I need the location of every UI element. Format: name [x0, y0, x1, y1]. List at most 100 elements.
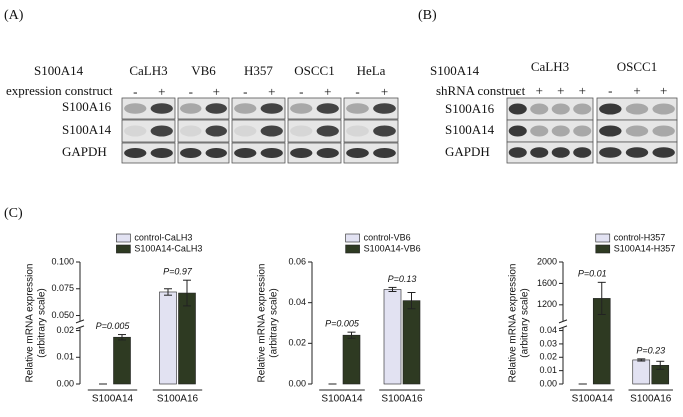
bar [113, 336, 131, 385]
y-axis-label: Relative mRNA expression [508, 264, 519, 383]
blot-band [205, 125, 227, 137]
blot-strip [506, 141, 594, 164]
y-tick-label: 1200 [537, 299, 557, 309]
row-header: shRNA construct [436, 83, 526, 98]
lane-label: - [608, 83, 612, 98]
blot-band [652, 103, 675, 115]
blot-band [260, 125, 283, 137]
blot-band [573, 103, 592, 115]
blot-band [346, 103, 369, 114]
blot-band [234, 103, 257, 114]
axis-break [75, 319, 85, 324]
blot-band [346, 125, 369, 137]
blot-row-label: S100A16 [62, 99, 112, 114]
bar [159, 291, 177, 385]
blot-band [124, 103, 147, 114]
x-tick-label: S100A14 [321, 394, 363, 405]
axis-break [558, 319, 568, 324]
bar [178, 292, 196, 385]
y-axis-label: (arbitrary scale) [269, 288, 280, 357]
blot-band [150, 148, 173, 158]
blot-band [530, 125, 549, 137]
error-bar [656, 360, 665, 370]
legend-swatch [345, 244, 360, 254]
x-tick-label: S100A16 [157, 394, 199, 405]
y-tick-label: 0.04 [539, 325, 557, 335]
blot-band [316, 103, 339, 114]
y-tick-label: 0.00 [288, 378, 306, 388]
y-tick-label: 0.00 [539, 378, 557, 388]
y-axis-label: (arbitrary scale) [37, 288, 48, 357]
blot-band [508, 147, 527, 158]
x-tick-label: S100A16 [630, 394, 672, 405]
y-tick-label: 0.02 [56, 325, 74, 335]
legend-label: S100A14-H357 [614, 243, 676, 253]
x-tick-label: S100A16 [381, 394, 423, 405]
p-value: P=0.005 [325, 319, 360, 329]
legend-swatch [595, 233, 611, 243]
legend-swatch [595, 244, 611, 254]
panel-label: (C) [4, 206, 23, 221]
cell-line: CaLH3 [129, 63, 167, 78]
blot-band [625, 125, 649, 137]
legend-label: control-VB6 [364, 232, 411, 242]
blot-band [260, 148, 283, 158]
legend-swatch [116, 244, 131, 254]
x-tick-label: S100A14 [92, 394, 134, 405]
error-bar [183, 279, 191, 307]
axis-break [75, 325, 85, 330]
y-axis-label: Relative mRNA expression [25, 264, 36, 383]
y-tick-label: 0.100 [51, 256, 74, 266]
lane-label: - [355, 84, 359, 99]
blot-band [652, 125, 675, 137]
y-tick-label: 0.00 [56, 378, 74, 388]
cell-line: OSCC1 [617, 59, 657, 74]
error-bar [597, 281, 606, 315]
blot-band [530, 147, 549, 158]
bar [632, 359, 651, 385]
blot-band [652, 147, 675, 158]
blot-band [599, 125, 622, 137]
blot-band [373, 103, 396, 114]
blot-row-label: S100A14 [445, 122, 495, 137]
lane-label: + [324, 84, 331, 99]
blot-row-label: GAPDH [62, 144, 107, 159]
bar [383, 289, 402, 385]
p-value: P=0.01 [578, 269, 607, 279]
bar [402, 300, 421, 385]
lane-label: + [579, 83, 586, 98]
cell-line: OSCC1 [294, 63, 334, 78]
blot-band [150, 103, 173, 114]
blot-band [180, 125, 202, 137]
blot-band [551, 147, 570, 158]
row-header: expression construct [6, 83, 113, 98]
blot-band [180, 103, 202, 114]
p-value: P=0.13 [388, 274, 417, 284]
blot-row-label: GAPDH [445, 144, 490, 159]
cell-line: CaLH3 [531, 59, 569, 74]
lane-label: - [133, 84, 137, 99]
blot-band [316, 125, 339, 137]
blot-band [205, 103, 227, 114]
legend-label: control-H357 [614, 232, 666, 242]
blot-band [260, 103, 283, 114]
y-tick-label: 0.02 [539, 352, 557, 362]
y-axis-label: (arbitrary scale) [520, 288, 531, 357]
blot-band [373, 125, 396, 137]
error-bar [407, 292, 416, 310]
row-header: S100A14 [34, 63, 84, 78]
error-bar [637, 358, 646, 362]
y-tick-label: 0.075 [51, 283, 74, 293]
lane-label: + [158, 84, 165, 99]
blot-band [234, 148, 257, 158]
blot-band [316, 148, 339, 158]
blot-band [625, 103, 649, 115]
y-axis-label: Relative mRNA expression [257, 264, 268, 383]
blot-band [346, 148, 369, 158]
y-tick-label: 1600 [537, 278, 557, 288]
error-bar [347, 331, 356, 339]
blot-band [508, 125, 527, 137]
blot-band [599, 103, 622, 115]
lane-label: + [633, 83, 640, 98]
error-bar [388, 286, 397, 292]
